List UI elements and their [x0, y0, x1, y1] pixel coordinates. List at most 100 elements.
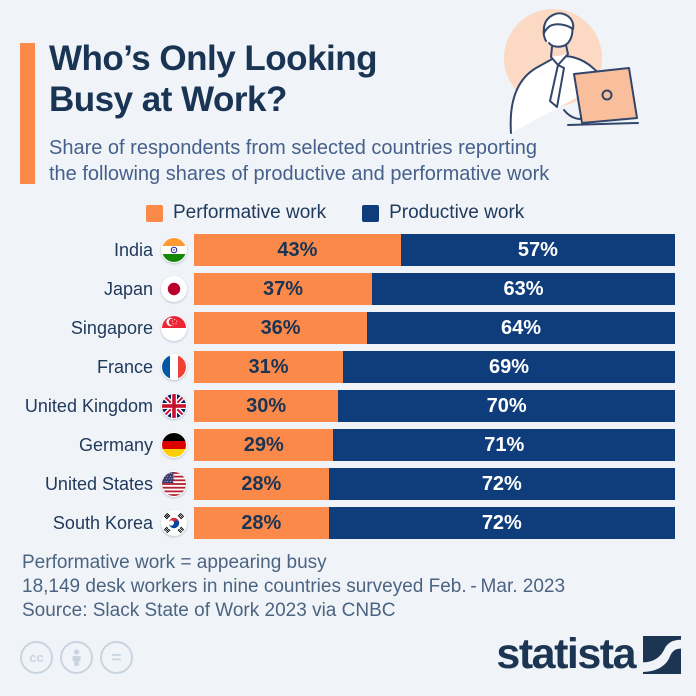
chart-subtitle: Share of respondents from selected count…	[49, 135, 649, 187]
country-label-cell: United Kingdom	[20, 393, 187, 419]
footnote-definition: Performative work = appearing busy	[22, 552, 327, 573]
country-label: India	[113, 239, 153, 260]
title-line-2: Busy at Work?	[49, 80, 287, 119]
productive-value-label: 64%	[501, 316, 542, 339]
performative-bar-segment: 36%	[194, 312, 368, 344]
country-row: United States 28% 72%	[20, 468, 675, 500]
equals-icon: =	[100, 641, 133, 674]
performative-bar-segment: 43%	[194, 234, 401, 266]
footnote-source: Source: Slack State of Work 2023 via CNB…	[22, 600, 396, 621]
country-label-cell: India	[20, 237, 187, 263]
bar-track: 30% 70%	[194, 390, 675, 422]
performative-value-label: 28%	[241, 472, 282, 495]
title-line-1: Who’s Only Looking	[49, 39, 378, 78]
flag-united-kingdom-icon	[161, 393, 187, 419]
performative-bar-segment: 31%	[194, 351, 344, 383]
performative-swatch	[146, 204, 163, 222]
country-row: Singapore 36% 64%	[20, 312, 675, 344]
productive-value-label: 71%	[484, 433, 525, 456]
performative-bar-segment: 28%	[194, 507, 329, 539]
productive-value-label: 63%	[503, 277, 544, 300]
performative-value-label: 36%	[260, 316, 301, 339]
legend-item-productive: Productive work	[362, 202, 524, 224]
cc-icon: cc	[20, 641, 53, 674]
country-label: South Korea	[52, 512, 153, 533]
productive-bar-segment: 71%	[333, 429, 675, 461]
country-label: Singapore	[70, 317, 153, 338]
country-label-cell: France	[20, 354, 187, 380]
productive-bar-segment: 57%	[400, 234, 675, 266]
flag-united-states-icon	[161, 471, 187, 497]
performative-value-label: 43%	[277, 238, 318, 261]
flag-india-icon	[161, 237, 187, 263]
country-label-cell: Germany	[20, 432, 187, 458]
country-label: United Kingdom	[24, 395, 153, 416]
flag-south-korea-icon	[161, 510, 187, 536]
bar-track: 28% 72%	[194, 468, 675, 500]
productive-bar-segment: 70%	[338, 390, 675, 422]
country-label: France	[96, 356, 153, 377]
country-row: United Kingdom 30% 70%	[20, 390, 675, 422]
man-working-on-laptop-icon	[498, 6, 640, 143]
flag-singapore-icon	[161, 315, 187, 341]
productive-bar-segment: 72%	[328, 507, 675, 539]
country-label-cell: United States	[20, 471, 187, 497]
performative-bar-segment: 37%	[194, 273, 372, 305]
country-label-cell: Singapore	[20, 315, 187, 341]
flag-germany-icon	[161, 432, 187, 458]
performative-value-label: 28%	[241, 511, 282, 534]
statista-mark-icon	[643, 635, 681, 674]
attribution-person-icon	[60, 641, 93, 674]
productive-swatch	[362, 204, 380, 222]
country-label: Japan	[103, 278, 153, 299]
country-label-cell: South Korea	[20, 510, 187, 536]
productive-value-label: 57%	[517, 238, 558, 261]
country-label-cell: Japan	[20, 276, 187, 302]
performative-bar-segment: 28%	[194, 468, 329, 500]
flag-japan-icon	[161, 276, 187, 302]
bar-track: 37% 63%	[194, 273, 675, 305]
productive-value-label: 70%	[486, 394, 527, 417]
footnotes: Performative work = appearing busy 18,14…	[22, 551, 565, 623]
productive-bar-segment: 63%	[371, 273, 675, 305]
performative-value-label: 30%	[246, 394, 287, 417]
country-row: Germany 29% 71%	[20, 429, 675, 461]
productive-bar-segment: 69%	[343, 351, 675, 383]
performative-value-label: 37%	[262, 277, 303, 300]
productive-value-label: 72%	[481, 511, 522, 534]
country-label: Germany	[78, 434, 153, 455]
performative-bar-segment: 29%	[194, 429, 334, 461]
page-title: Who’s Only Looking Busy at Work?	[49, 38, 378, 120]
country-label: United States	[44, 473, 153, 494]
legend-item-performative: Performative work	[146, 202, 326, 224]
country-row: India 43% 57%	[20, 234, 675, 266]
legend-label-performative: Performative work	[173, 202, 327, 223]
bar-track: 28% 72%	[194, 507, 675, 539]
country-row: Japan 37% 63%	[20, 273, 675, 305]
performative-bar-segment: 30%	[194, 390, 339, 422]
subtitle-line-2: the following shares of productive and p…	[49, 163, 550, 185]
bar-track: 29% 71%	[194, 429, 675, 461]
productive-bar-segment: 72%	[328, 468, 675, 500]
chart-legend: Performative work Productive work	[146, 202, 524, 224]
statista-wordmark: statista	[496, 630, 636, 678]
bar-track: 36% 64%	[194, 312, 675, 344]
creative-commons-icons: cc =	[20, 641, 133, 674]
productive-value-label: 69%	[489, 355, 530, 378]
performative-value-label: 31%	[248, 355, 289, 378]
subtitle-line-1: Share of respondents from selected count…	[49, 137, 538, 159]
title-accent-bar	[20, 43, 35, 184]
country-row: South Korea 28% 72%	[20, 507, 675, 539]
legend-label-productive: Productive work	[389, 202, 525, 223]
bar-track: 43% 57%	[194, 234, 675, 266]
performative-value-label: 29%	[243, 433, 284, 456]
statista-logo: statista	[496, 633, 681, 676]
bar-track: 31% 69%	[194, 351, 675, 383]
country-row: France 31% 69%	[20, 351, 675, 383]
footnote-sample: 18,149 desk workers in nine countries su…	[22, 576, 566, 597]
productive-bar-segment: 64%	[367, 312, 675, 344]
bar-chart: India 43% 57% Japan 37% 63% Singapore 36% 64% Fra…	[20, 234, 675, 539]
productive-value-label: 72%	[481, 472, 522, 495]
flag-france-icon	[161, 354, 187, 380]
